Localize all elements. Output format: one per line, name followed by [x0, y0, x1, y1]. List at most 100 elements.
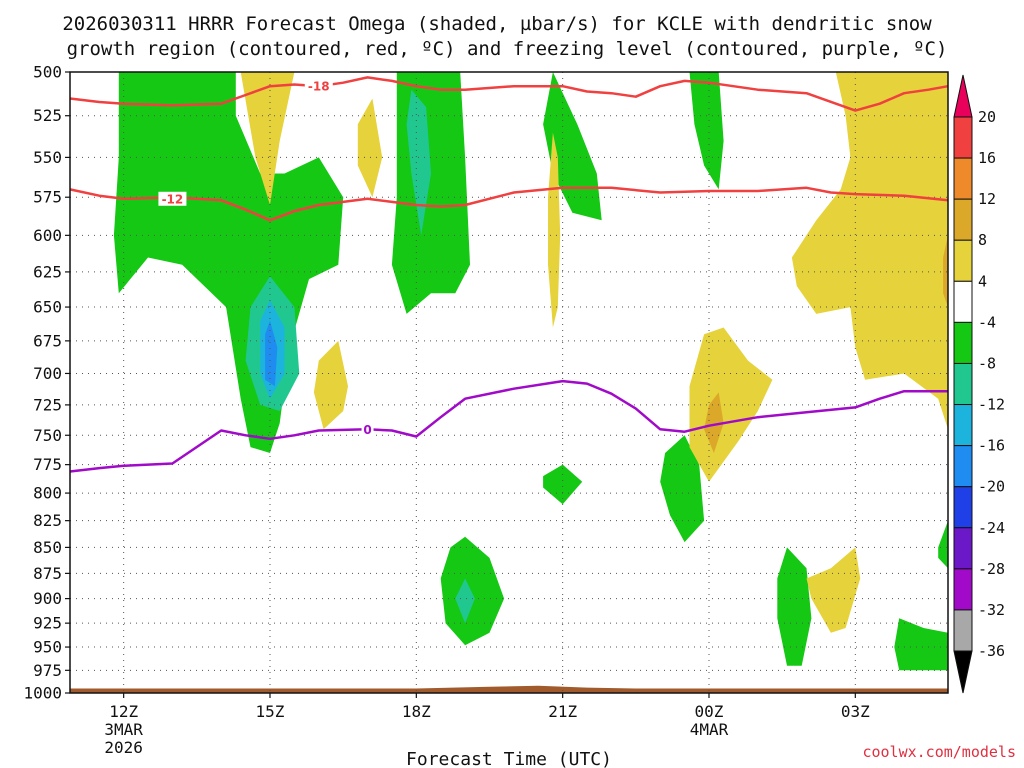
ground-layer [70, 685, 948, 693]
x-tick-label-21Z: 21Z [548, 702, 577, 721]
x-tick-date-00Z: 4MAR [690, 720, 729, 739]
colorbar-label-4: 4 [978, 272, 987, 290]
colorbar-swatch-12 [953, 568, 973, 611]
omega-region-4 [543, 464, 583, 505]
omega-region-17 [548, 132, 561, 328]
y-tick-label-550: 550 [33, 148, 62, 167]
credit-link[interactable]: coolwx.com/models [862, 743, 1016, 761]
y-tick-label-900: 900 [33, 589, 62, 608]
colorbar-label-2: 12 [978, 190, 996, 208]
colorbar-swatch-6 [953, 321, 973, 364]
y-tick-label-950: 950 [33, 638, 62, 657]
colorbar-label-6: -8 [978, 354, 996, 372]
colorbar-swatch-2 [953, 157, 973, 200]
chart-title-line2: growth region (contoured, red, ºC) and f… [67, 38, 948, 60]
omega-region-8 [894, 618, 948, 671]
dendritic-contour-1 [69, 186, 949, 222]
colorbar-swatch-11 [953, 527, 973, 570]
dendritic-contour-label-bg-1 [158, 191, 187, 206]
omega-region-12 [455, 578, 475, 624]
freezing-contour-label-bg-0 [361, 422, 374, 437]
freezing-contour-label-0: 0 [363, 423, 371, 437]
colorbar-label-12: -32 [978, 601, 1005, 619]
omega-region-22 [704, 392, 724, 453]
colorbar-swatch-13 [953, 609, 973, 652]
dendritic-contour-label-0: -18 [308, 80, 330, 94]
y-tick-label-700: 700 [33, 364, 62, 383]
y-tick-label-775: 775 [33, 455, 62, 474]
omega-region-6 [440, 536, 505, 646]
omega-region-7 [777, 547, 812, 666]
ground-surface [70, 685, 948, 693]
chart-title-line1: 2026030311 HRRR Forecast Omega (shaded, … [62, 13, 932, 35]
dendritic-contour-0 [69, 76, 949, 112]
x-axis-label: Forecast Time (UTC) [406, 749, 612, 768]
colorbar-label-8: -16 [978, 437, 1005, 455]
omega-region-18 [313, 340, 348, 430]
y-tick-label-750: 750 [33, 426, 62, 445]
dendritic-contour-label-1: -12 [162, 192, 184, 206]
colorbar-swatch-3 [953, 198, 973, 241]
colorbar-bottom-arrow [953, 650, 973, 694]
y-tick-label-650: 650 [33, 298, 62, 317]
colorbar-label-7: -12 [978, 396, 1005, 414]
colorbar-swatch-8 [953, 404, 973, 447]
colorbar-label-11: -28 [978, 560, 1005, 578]
y-tick-label-825: 825 [33, 511, 62, 530]
omega-region-16 [357, 98, 383, 198]
colorbar-swatch-7 [953, 362, 973, 406]
y-tick-label-925: 925 [33, 614, 62, 633]
colorbar-label-13: -36 [978, 642, 1005, 660]
y-tick-label-725: 725 [33, 395, 62, 414]
y-tick-label-575: 575 [33, 188, 62, 207]
omega-region-0 [113, 72, 344, 453]
colorbar-swatch-9 [953, 445, 973, 488]
colorbar-label-0: 20 [978, 108, 996, 126]
omega-region-15 [240, 72, 295, 205]
y-tick-label-625: 625 [33, 262, 62, 281]
x-tick-date-12Z: 3MAR [104, 720, 143, 739]
omega-region-14 [265, 320, 278, 387]
grid-layer [70, 72, 948, 693]
colorbar-label-3: 8 [978, 231, 987, 249]
x-tick-label-15Z: 15Z [256, 702, 285, 721]
omega-region-9 [938, 520, 948, 569]
y-axis-ticks: 500 525 550 575 600 625 650 675 700 725 750 775 800 8… [23, 63, 70, 703]
colorbar-label-10: -24 [978, 519, 1005, 537]
x-tick-label-00Z: 00Z [695, 702, 724, 721]
omega-region-5 [660, 435, 705, 543]
x-tick-label-18Z: 18Z [402, 702, 431, 721]
dendritic-contour-label-bg-0 [304, 79, 333, 94]
omega-region-23 [943, 235, 948, 308]
colorbar-swatch-5 [953, 280, 973, 323]
y-tick-label-850: 850 [33, 538, 62, 557]
contour-layer: -18 -12 0 [69, 76, 949, 473]
y-tick-label-975: 975 [33, 661, 62, 680]
freezing-contour-0 [69, 379, 948, 473]
x-tick-year-12Z: 2026 [104, 738, 143, 757]
colorbar-label-9: -20 [978, 478, 1005, 496]
omega-shading-layer [113, 72, 948, 671]
y-tick-label-1000: 1000 [23, 684, 62, 703]
y-tick-label-675: 675 [33, 331, 62, 350]
colorbar-swatch-1 [953, 116, 973, 159]
colorbar-swatch-10 [953, 486, 973, 529]
colorbar-top-arrow [953, 74, 973, 118]
omega-region-1 [391, 72, 470, 314]
y-tick-label-800: 800 [33, 484, 62, 503]
y-tick-label-525: 525 [33, 106, 62, 125]
omega-region-3 [689, 72, 724, 190]
omega-region-20 [791, 72, 948, 430]
plot-frame [69, 71, 949, 694]
y-tick-label-875: 875 [33, 564, 62, 583]
x-tick-label-03Z: 03Z [841, 702, 870, 721]
y-tick-label-500: 500 [33, 63, 62, 82]
colorbar-label-5: -4 [978, 313, 996, 331]
x-tick-label-12Z: 12Z [109, 702, 138, 721]
omega-region-10 [406, 89, 431, 236]
y-tick-label-600: 600 [33, 226, 62, 245]
colorbar-swatch-4 [953, 239, 973, 282]
colorbar-label-1: 16 [978, 149, 996, 167]
colorbar: 20 16 12 8 4 -4 -8 -12 -16 -20 -24 -28 -32 -36 [953, 74, 1005, 694]
